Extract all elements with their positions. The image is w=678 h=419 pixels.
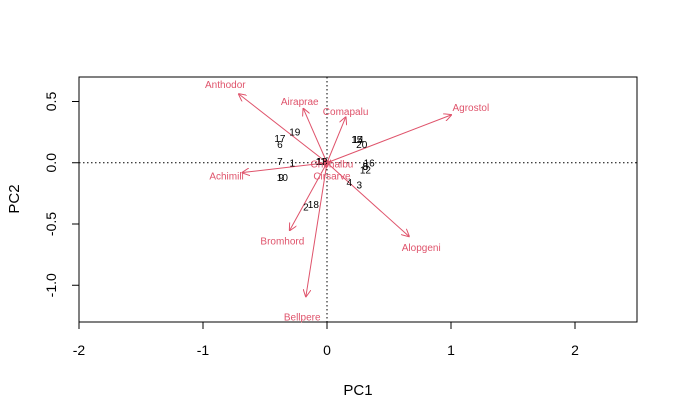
variable-arrow xyxy=(290,162,328,230)
variable-label: Comapalu xyxy=(323,107,369,118)
observation-label: 5 xyxy=(363,162,369,173)
variable-label: Alopgeni xyxy=(402,243,441,254)
observation-label: 13 xyxy=(316,157,328,168)
observation-label: 17 xyxy=(274,134,286,145)
x-tick-label: -1 xyxy=(197,342,210,358)
x-axis-title: PC1 xyxy=(343,382,372,399)
observation-label: 10 xyxy=(277,173,289,184)
x-tick-label: -2 xyxy=(73,342,86,358)
observation-label: 19 xyxy=(289,128,301,139)
observation-label: 7 xyxy=(277,157,283,168)
x-tick-label: 0 xyxy=(323,342,331,358)
x-axis: -2 -1 0 1 2 xyxy=(73,321,579,358)
variable-label: Cirsarve xyxy=(313,172,351,183)
observation-label: 9 xyxy=(278,173,284,184)
variable-arrow xyxy=(239,94,328,164)
variable-arrow xyxy=(326,117,346,163)
x-tick-label: 2 xyxy=(571,342,579,358)
variable-arrows xyxy=(239,94,451,296)
observation-label: 20 xyxy=(356,140,368,151)
y-tick-label: 0.0 xyxy=(43,153,59,173)
variable-label: Anthodor xyxy=(205,80,246,91)
observation-label: 1 xyxy=(289,158,295,169)
variable-arrow xyxy=(306,162,328,297)
variable-label: Bromhord xyxy=(260,237,304,248)
x-tick-label: 1 xyxy=(447,342,455,358)
observation-label: 8 xyxy=(363,162,369,173)
variable-label: Achimill xyxy=(209,172,243,183)
variable-arrow xyxy=(303,109,328,163)
variable-label: Agrostol xyxy=(452,103,489,114)
y-tick-label: -1.0 xyxy=(43,273,59,297)
variable-arrow xyxy=(326,162,409,237)
variable-arrow xyxy=(243,162,328,173)
observation-label: 3 xyxy=(356,180,362,191)
observation-label: 15 xyxy=(351,135,363,146)
observation-label: 2 xyxy=(303,202,309,213)
observation-label: 4 xyxy=(347,178,353,189)
y-tick-label: 0.5 xyxy=(43,92,59,112)
variable-arrow xyxy=(326,115,451,164)
y-tick-label: -0.5 xyxy=(43,212,59,236)
y-axis-title: PC2 xyxy=(6,184,23,213)
variable-label: Bellpere xyxy=(284,313,321,324)
variable-labels: Achimill Agrostol Airaprae Alopgeni Anthodor… xyxy=(205,80,489,324)
observation-label: 12 xyxy=(360,166,372,177)
observation-label: 16 xyxy=(364,158,376,169)
y-axis: -1.0 -0.5 0.0 0.5 xyxy=(43,92,80,297)
observation-label: 18 xyxy=(308,200,320,211)
variable-label: Airaprae xyxy=(281,97,319,108)
observation-label: 14 xyxy=(352,135,364,146)
observation-label: 11 xyxy=(316,157,327,168)
variable-label: Chenalbu xyxy=(311,159,354,170)
observation-label: 6 xyxy=(277,140,283,151)
reference-lines xyxy=(79,77,637,322)
